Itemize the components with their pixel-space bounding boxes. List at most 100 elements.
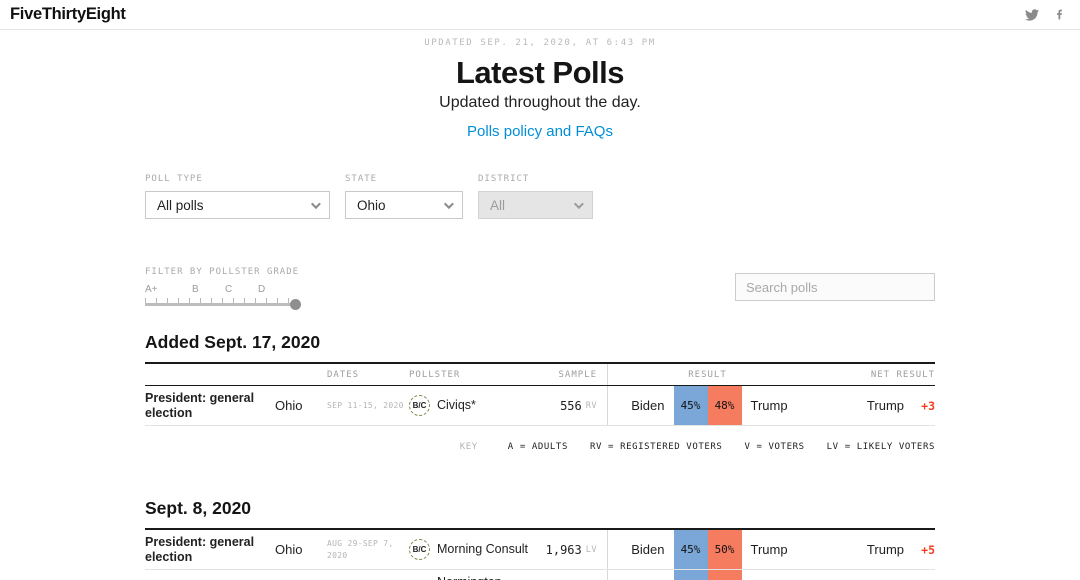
- poll-type-select[interactable]: All polls: [145, 191, 330, 219]
- sample-cell: 1,963 LV: [539, 530, 607, 569]
- sample-size: 1,963: [545, 542, 582, 557]
- poll-dates: SEP 11-15, 2020: [327, 400, 404, 410]
- district-label: DISTRICT: [478, 174, 530, 184]
- pollster-name[interactable]: Normington, Petts & Associates*: [437, 575, 533, 580]
- updated-timestamp: UPDATED SEP. 21, 2020, AT 6:43 PM: [424, 38, 656, 48]
- grade-mark: D: [258, 284, 266, 295]
- key-item: LV = LIKELY VOTERS: [826, 442, 935, 452]
- grade-mark: C: [225, 284, 233, 295]
- section-heading: Added Sept. 17, 2020: [145, 332, 321, 352]
- page-subtitle: Updated throughout the day.: [439, 94, 641, 111]
- site-logo[interactable]: FiveThirtyEight: [10, 5, 126, 23]
- grade-slider-track[interactable]: [145, 298, 301, 310]
- facebook-icon[interactable]: [1053, 8, 1066, 21]
- net-result-cell: Trump +5: [807, 530, 935, 569]
- pollster-name[interactable]: Civiqs*: [437, 398, 476, 412]
- poll-type-value: All polls: [157, 197, 204, 213]
- top-nav: FiveThirtyEight: [0, 0, 1080, 30]
- grade-slider-handle[interactable]: [290, 299, 301, 310]
- key-label: KEY: [459, 442, 478, 452]
- grade-slider[interactable]: A+ B C D: [145, 284, 301, 310]
- state-value: Ohio: [357, 197, 386, 213]
- net-winner: Trump: [866, 398, 904, 413]
- poll-dates: AUG 30-SEP 3, 2020: [327, 570, 409, 580]
- candidate-rep: Trump: [750, 398, 788, 413]
- key-item: RV = REGISTERED VOTERS: [590, 442, 723, 452]
- chevron-down-icon: [443, 198, 454, 209]
- poll-type-cell: U.S. House: [145, 570, 275, 580]
- net-winner: Trump: [866, 542, 904, 557]
- pollster-grade-badge: B/C: [409, 539, 430, 560]
- col-dates: DATES: [327, 369, 360, 380]
- pollster-grade-filter: FILTER BY POLLSTER GRADE A+ B C D: [145, 267, 301, 310]
- candidate-dem: Biden: [631, 398, 665, 413]
- filters-row: POLL TYPE All polls STATE Ohio DISTRICT …: [145, 174, 935, 219]
- filter-poll-type: POLL TYPE All polls: [145, 174, 330, 219]
- filter-state: STATE Ohio: [345, 174, 463, 219]
- poll-dates: AUG 29-SEP 7, 2020: [327, 538, 394, 560]
- twitter-icon[interactable]: [1025, 8, 1039, 22]
- chevron-down-icon: [310, 198, 321, 209]
- candidate-rep: Trump: [750, 542, 788, 557]
- candidate-dem: Biden: [631, 542, 665, 557]
- table-row: President: general election Ohio SEP 11-…: [145, 386, 935, 426]
- section-heading: Sept. 8, 2020: [145, 498, 252, 518]
- social-links: [1025, 8, 1066, 22]
- rep-pct-chip: 48%: [707, 386, 742, 425]
- poll-region: OH-1: [275, 570, 327, 580]
- dem-pct-chip: 45%: [673, 530, 708, 569]
- poll-region: Ohio: [275, 398, 303, 413]
- table-header-row: DATES POLLSTER SAMPLE RESULT NET RESULT: [145, 364, 935, 386]
- col-result: RESULT: [607, 364, 807, 385]
- pollster-cell: B/C Civiqs*: [409, 386, 539, 425]
- table-row: President: general election Ohio AUG 29-…: [145, 530, 935, 570]
- net-result-cell: Schroder +4: [807, 570, 935, 580]
- pollster-name[interactable]: Morning Consult: [437, 542, 529, 556]
- poll-type-cell: President: general election: [145, 535, 255, 564]
- sample-size: 556: [560, 398, 582, 413]
- polls-table: President: general election Ohio AUG 29-…: [145, 528, 935, 580]
- pollster-cell: B/C Morning Consult: [409, 530, 539, 569]
- sample-unit: RV: [585, 400, 597, 411]
- col-sample: SAMPLE: [558, 369, 597, 380]
- search-polls-input[interactable]: [735, 273, 935, 301]
- sample-key-legend: KEY A = ADULTS RV = REGISTERED VOTERS V …: [145, 442, 935, 452]
- grade-filter-label: FILTER BY POLLSTER GRADE: [145, 267, 300, 277]
- poll-type-label: POLL TYPE: [145, 174, 203, 184]
- sample-cell: 400 LV: [539, 570, 607, 580]
- grade-mark: B: [192, 284, 199, 295]
- poll-region: Ohio: [275, 542, 303, 557]
- grade-slider-marks: A+ B C D: [145, 284, 297, 298]
- net-margin: +5: [921, 542, 935, 557]
- dem-pct-chip: 45%: [673, 386, 708, 425]
- chevron-down-icon: [573, 198, 584, 209]
- table-row: U.S. House OH-1 AUG 30-SEP 3, 2020 B/C N…: [145, 570, 935, 580]
- result-cell: Schroder 50% 46% Chabot: [607, 570, 807, 580]
- net-margin: +3: [921, 398, 935, 413]
- col-pollster: POLLSTER: [409, 369, 461, 380]
- poll-type-cell: President: general election: [145, 391, 255, 420]
- filter-district: DISTRICT All: [478, 174, 593, 219]
- key-item: V = VOTERS: [744, 442, 805, 452]
- page-title: Latest Polls: [456, 55, 625, 90]
- result-cell: Biden 45% 50% Trump: [607, 530, 807, 569]
- state-select[interactable]: Ohio: [345, 191, 463, 219]
- grade-mark: A+: [145, 284, 158, 295]
- sample-cell: 556 RV: [539, 386, 607, 425]
- pollster-grade-badge: B/C: [409, 395, 430, 416]
- rep-pct-chip: 50%: [707, 530, 742, 569]
- pollster-cell: B/C Normington, Petts & Associates*: [409, 570, 539, 580]
- polls-policy-link[interactable]: Polls policy and FAQs: [467, 123, 613, 140]
- col-net-result: NET RESULT: [870, 369, 935, 380]
- district-value: All: [490, 197, 506, 213]
- grade-search-band: FILTER BY POLLSTER GRADE A+ B C D: [145, 267, 935, 310]
- key-item: A = ADULTS: [507, 442, 568, 452]
- sample-unit: LV: [585, 544, 597, 555]
- net-result-cell: Trump +3: [807, 386, 935, 425]
- district-select: All: [478, 191, 593, 219]
- dem-pct-chip: 50%: [673, 570, 708, 580]
- state-label: STATE: [345, 174, 378, 184]
- polls-table: DATES POLLSTER SAMPLE RESULT NET RESULT …: [145, 362, 935, 426]
- rep-pct-chip: 46%: [707, 570, 742, 580]
- page-header: UPDATED SEP. 21, 2020, AT 6:43 PM Latest…: [0, 38, 1080, 141]
